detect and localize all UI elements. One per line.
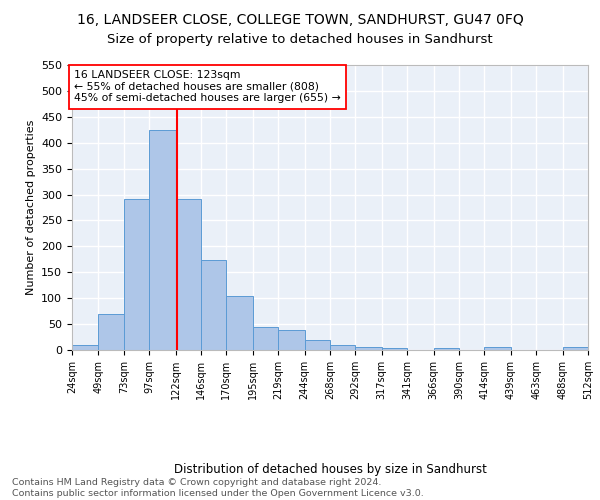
Text: Size of property relative to detached houses in Sandhurst: Size of property relative to detached ho… [107,32,493,46]
Bar [176,199,201,350]
Bar [98,314,124,350]
Bar [201,260,226,350]
Bar [124,199,149,350]
X-axis label: Distribution of detached houses by size in Sandhurst: Distribution of detached houses by size … [173,463,487,476]
Text: 16, LANDSEER CLOSE, COLLEGE TOWN, SANDHURST, GU47 0FQ: 16, LANDSEER CLOSE, COLLEGE TOWN, SANDHU… [77,12,523,26]
Text: 16 LANDSEER CLOSE: 123sqm
← 55% of detached houses are smaller (808)
45% of semi: 16 LANDSEER CLOSE: 123sqm ← 55% of detac… [74,70,341,103]
Bar [330,346,355,350]
Bar [484,348,511,350]
Bar [305,340,330,350]
Bar [563,348,588,350]
Bar [278,330,305,350]
Bar [355,348,382,350]
Bar [149,130,176,350]
Bar [253,327,278,350]
Text: Contains HM Land Registry data © Crown copyright and database right 2024.
Contai: Contains HM Land Registry data © Crown c… [12,478,424,498]
Bar [72,346,98,350]
Bar [434,348,459,350]
Bar [226,296,253,350]
Bar [382,348,407,350]
Y-axis label: Number of detached properties: Number of detached properties [26,120,35,295]
